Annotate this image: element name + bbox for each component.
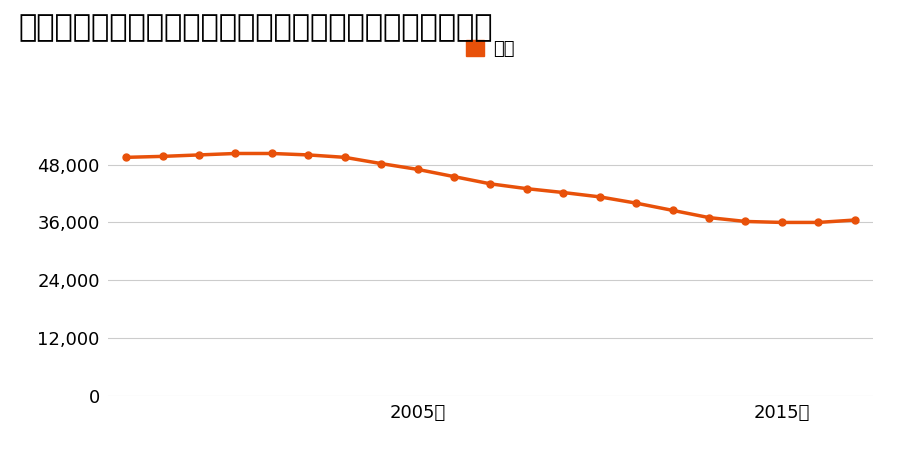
価格 <box>303 152 314 158</box>
価格 <box>121 155 131 160</box>
価格 <box>850 217 860 223</box>
価格 <box>412 166 423 172</box>
Text: 福岡県京都郡苅田町大字馬場字門田４９０番６の地価推移: 福岡県京都郡苅田町大字馬場字門田４９０番６の地価推移 <box>18 14 492 42</box>
Line: 価格: 価格 <box>122 150 859 226</box>
価格 <box>449 174 460 179</box>
価格 <box>594 194 605 199</box>
価格 <box>485 181 496 187</box>
価格 <box>339 155 350 160</box>
Legend: 価格: 価格 <box>459 32 522 65</box>
価格 <box>704 215 715 220</box>
価格 <box>158 154 168 159</box>
価格 <box>777 220 788 225</box>
価格 <box>740 219 751 224</box>
価格 <box>521 186 532 191</box>
価格 <box>631 200 642 206</box>
価格 <box>194 152 204 158</box>
価格 <box>558 190 569 195</box>
価格 <box>376 161 387 166</box>
価格 <box>813 220 824 225</box>
価格 <box>230 151 241 156</box>
価格 <box>266 151 277 156</box>
価格 <box>667 207 678 213</box>
